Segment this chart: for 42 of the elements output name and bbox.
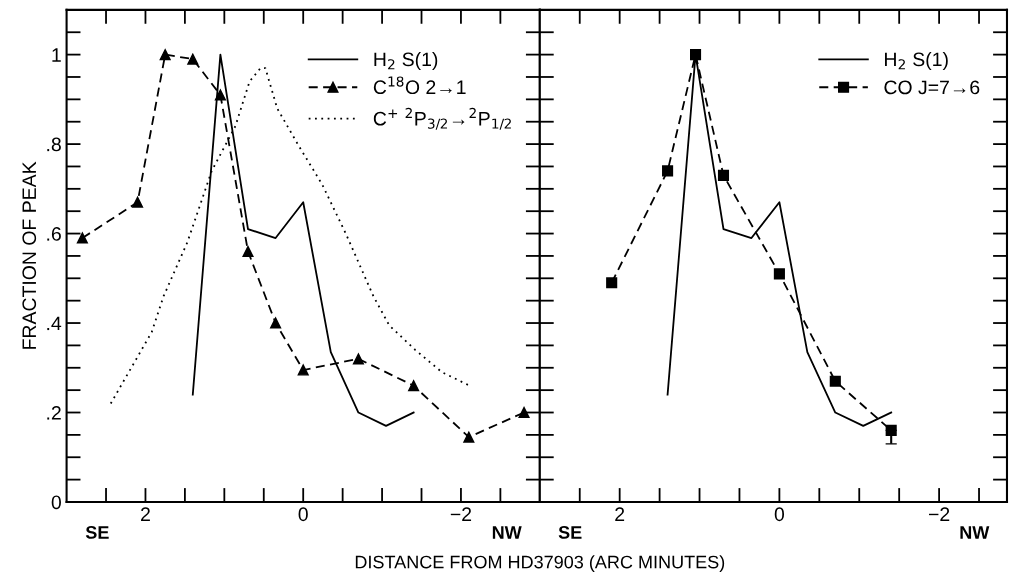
x-tick-label: 0	[774, 507, 785, 522]
y-axis-title: FRACTION OF PEAK	[22, 161, 37, 349]
legend-label: H$_{2}$ S(1)	[374, 51, 438, 71]
point	[717, 169, 730, 181]
legend-label: CO J=7→6	[884, 80, 980, 95]
point	[187, 53, 199, 65]
point	[297, 364, 309, 376]
point	[885, 424, 897, 436]
y-tick-label: .4	[47, 316, 62, 331]
point	[773, 268, 785, 280]
point	[159, 49, 171, 61]
y-tick-label: .2	[47, 405, 61, 420]
point	[829, 375, 841, 387]
x-tick-label: 2	[615, 507, 625, 521]
x-axis-title: DISTANCE FROM HD37903 (ARC MINUTES)	[355, 555, 725, 572]
text: SE	[85, 526, 109, 539]
text: SE	[558, 526, 582, 539]
point	[76, 232, 88, 244]
point	[270, 317, 282, 329]
legend-label: H$_{2}$ S(1)	[885, 51, 948, 71]
point	[242, 245, 254, 258]
point	[689, 49, 702, 61]
y-tick-label: .8	[47, 137, 61, 152]
text: NW	[960, 526, 990, 539]
y-tick-label: 0	[51, 495, 61, 510]
y-tick-label: .6	[47, 227, 61, 241]
point	[408, 380, 420, 392]
x-tick-label: 2	[141, 507, 150, 521]
legend-label: C$^{+ 2}$P$_{3/2}$→$^{2}$P$_{1/2}$	[373, 107, 511, 130]
point	[606, 277, 618, 289]
text: NW	[492, 526, 522, 539]
point	[463, 431, 475, 443]
x-tick-label: −2	[928, 507, 950, 521]
point	[352, 353, 364, 365]
point	[662, 165, 674, 177]
x-tick-label: 0	[298, 507, 308, 522]
x-tick-label: −2	[450, 507, 472, 521]
point	[518, 406, 530, 419]
point	[132, 196, 144, 208]
legend-label: C$^{18}$O 2→1	[373, 76, 466, 95]
y-tick-label: 1	[52, 48, 61, 62]
point	[214, 89, 226, 101]
